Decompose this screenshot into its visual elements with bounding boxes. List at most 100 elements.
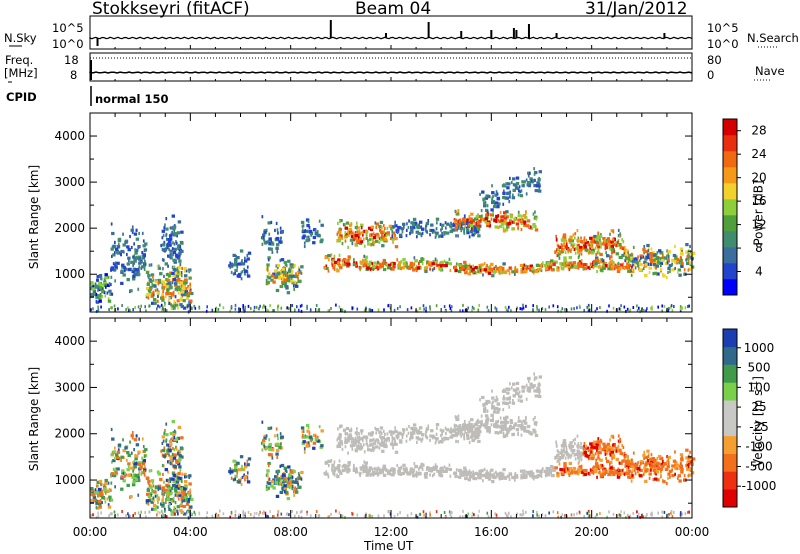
- power-cell: [461, 264, 466, 268]
- velocity-cell: [539, 473, 541, 477]
- power-cell: [677, 270, 679, 274]
- velocity-cell: [372, 443, 374, 447]
- power-cell: [468, 216, 471, 220]
- freq-trace: [89, 71, 693, 74]
- power-cell: [263, 231, 267, 235]
- power-cell: [529, 177, 533, 181]
- velocity-cell: [676, 467, 678, 471]
- velocity-cell: [503, 394, 505, 399]
- power-cell: [358, 229, 361, 233]
- power-cell: [503, 270, 508, 275]
- power-cell: [484, 196, 488, 200]
- nsearch-label: N.Search: [747, 31, 799, 45]
- power-cell: [172, 267, 176, 272]
- power-cell: [165, 309, 168, 313]
- velocity-cell: [629, 469, 632, 473]
- power-cell: [134, 248, 136, 252]
- power-cell: [179, 271, 182, 275]
- velocity-cell: [435, 437, 439, 441]
- velocity-cell: [532, 477, 535, 481]
- velocity-cell: [147, 480, 151, 484]
- power-cell: [590, 244, 592, 248]
- velocity-cell: [180, 496, 184, 500]
- velocity-cell: [141, 471, 145, 475]
- power-cell: [520, 270, 522, 274]
- power-cell: [408, 219, 410, 223]
- power-cell: [162, 283, 166, 287]
- power-cell: [301, 236, 305, 240]
- power-cell: [363, 244, 366, 248]
- velocity-cell: [185, 475, 188, 479]
- velocity-cell: [620, 469, 622, 473]
- power-cell: [624, 256, 629, 260]
- power-cell: [316, 233, 320, 237]
- power-cell: [534, 215, 538, 219]
- power-cell: [622, 262, 625, 266]
- velocity-cell: [145, 499, 150, 503]
- power-cell: [120, 281, 124, 285]
- power-cell: [157, 264, 160, 268]
- power-cell: [156, 264, 159, 268]
- velocity-cell: [580, 464, 583, 468]
- nave-tick-lo: 0: [707, 68, 715, 82]
- velocity-cell: [480, 414, 483, 418]
- velocity-cell: [336, 445, 339, 449]
- power-cell: [229, 261, 232, 265]
- power-cell: [421, 227, 425, 231]
- power-cell: [161, 236, 164, 240]
- power-cell: [185, 296, 190, 300]
- power-cell: [618, 255, 621, 259]
- velocity-cell: [181, 472, 183, 476]
- power-cell: [625, 309, 627, 313]
- velocity-cell: [537, 383, 541, 387]
- power-cell: [679, 255, 682, 260]
- power-cell: [345, 221, 350, 225]
- velocity-cell: [400, 472, 403, 476]
- power-cell: [146, 286, 150, 290]
- power-cell: [547, 264, 549, 268]
- velocity-cell: [586, 454, 591, 458]
- power-cell: [263, 304, 265, 308]
- power-cell: [511, 270, 515, 274]
- velocity-cell: [640, 462, 642, 466]
- velocity-cell: [421, 433, 425, 437]
- velocity-cell: [359, 466, 363, 470]
- power-cell: [285, 264, 288, 268]
- velocity-cell: [136, 476, 140, 480]
- power-cell: [127, 268, 131, 272]
- power-cell: [593, 264, 598, 268]
- power-cell: [267, 272, 270, 276]
- velocity-cell: [450, 430, 453, 434]
- velocity-cell: [460, 434, 463, 438]
- power-cell: [590, 239, 594, 243]
- velocity-cell: [142, 458, 146, 463]
- velocity-cell: [169, 498, 173, 502]
- power-cell: [458, 219, 461, 223]
- power-cell: [332, 259, 334, 263]
- power-cell: [275, 246, 279, 250]
- velocity-cell: [503, 424, 506, 428]
- velocity-cell: [98, 505, 102, 509]
- velocity-cell: [145, 476, 150, 480]
- velocity-cell: [420, 439, 423, 443]
- velocity-cell: [246, 459, 249, 463]
- power-cell: [457, 209, 460, 213]
- power-cell: [654, 271, 658, 275]
- power-cell: [637, 255, 639, 259]
- power-cell: [280, 258, 285, 262]
- power-cell: [297, 276, 299, 280]
- power-cell: [243, 267, 245, 271]
- power-cell: [108, 292, 111, 296]
- velocity-cell: [530, 384, 533, 388]
- power-cell: [602, 266, 606, 270]
- power-cell: [274, 237, 277, 242]
- power-cell: [188, 276, 192, 280]
- power-cell: [680, 262, 684, 266]
- velocity-cell: [92, 499, 96, 503]
- power-cell: [124, 265, 126, 270]
- power-cell: [96, 284, 100, 288]
- power-cell: [512, 193, 514, 197]
- velocity-cell: [385, 439, 388, 443]
- power-cell: [110, 266, 114, 270]
- power-cell: [95, 309, 98, 313]
